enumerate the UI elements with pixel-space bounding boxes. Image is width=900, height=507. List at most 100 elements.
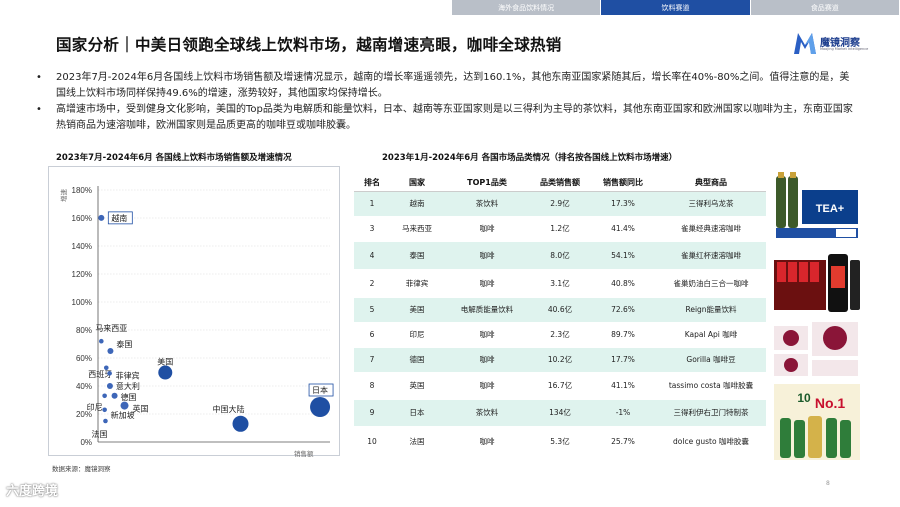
data-point [107, 348, 114, 354]
y-tick-label: 120% [72, 270, 92, 279]
cell-category-sales: 2.9亿 [550, 199, 570, 208]
table-row: 2 菲律宾 咖啡 3.1亿 40.8% 雀巢奶油白三合一咖啡 [354, 270, 766, 298]
svg-text:No.1: No.1 [815, 395, 846, 411]
cell-category-sales: 3.1亿 [550, 278, 570, 288]
cell-rank: 6 [369, 330, 375, 339]
point-label: 印尼 [87, 403, 103, 412]
data-point [102, 407, 107, 413]
cell-rank: 3 [369, 224, 375, 233]
data-point [106, 383, 113, 389]
tab-beverage-track[interactable]: 饮料赛道 [601, 0, 751, 15]
cell-top-category: 电解质能量饮料 [460, 305, 514, 314]
data-point [158, 365, 173, 380]
cell-typical-product: tassimo costa 咖啡胶囊 [668, 381, 754, 390]
point-label: 中国大陆 [213, 404, 245, 414]
cell-country: 德国 [409, 355, 425, 364]
table-row: 4 泰国 咖啡 8.0亿 54.1% 雀巢红杯速溶咖啡 [354, 242, 766, 270]
japanese-tea-bottles-image: 10 No.1 [774, 384, 860, 460]
header-category-sales: 品类销售额 [540, 178, 580, 187]
cell-category-sales: 5.3亿 [550, 437, 570, 446]
cell-sales-yoy: -1% [615, 408, 631, 417]
cell-country: 英国 [409, 381, 425, 390]
point-label-box [107, 211, 133, 225]
cell-sales-yoy: 17.3% [611, 199, 635, 208]
cell-sales-yoy: 41.4% [611, 224, 635, 233]
cell-country: 日本 [409, 408, 425, 417]
logo-brand-en: Moojing Market Intelligence [820, 47, 869, 51]
y-tick-label: 180% [72, 186, 92, 195]
cell-country: 菲律宾 [405, 278, 429, 288]
cell-typical-product: Reign能量饮料 [685, 305, 737, 314]
table-row: 8 英国 咖啡 16.7亿 41.1% tassimo costa 咖啡胶囊 [354, 373, 766, 400]
data-point [98, 214, 105, 221]
y-axis-label: 增速 [59, 189, 68, 203]
point-label: 美国 [157, 357, 173, 367]
data-point [99, 338, 104, 344]
cell-category-sales: 2.3亿 [550, 330, 570, 339]
cell-category-sales: 16.7亿 [547, 381, 573, 390]
table-header: 排名 国家 TOP1品类 品类销售额 销售额同比 典型商品 [354, 175, 766, 192]
cell-typical-product: 三得利伊右卫门特制茶 [673, 408, 749, 417]
tab-overseas-food-beverage[interactable]: 海外食品饮料情况 [452, 0, 602, 15]
cell-country: 印尼 [409, 330, 425, 339]
cell-typical-product: Kapal Api 咖啡 [684, 330, 738, 339]
page-title: 国家分析｜中美日领跑全球线上饮料市场，越南增速亮眼，咖啡全球热销 [56, 36, 562, 54]
point-label: 德国 [121, 392, 137, 402]
data-point [102, 393, 107, 399]
cell-sales-yoy: 25.7% [611, 437, 635, 446]
data-point [232, 415, 249, 432]
bullet-growth: 2023年7月-2024年6月各国线上饮料市场销售额及增速情况显示，越南的增长率… [36, 70, 856, 102]
cell-sales-yoy: 17.7% [611, 355, 635, 364]
table-row: 7 德国 咖啡 10.2亿 17.7% Gorilla 咖啡豆 [354, 348, 766, 373]
cell-rank: 10 [367, 437, 377, 446]
data-point [310, 397, 331, 417]
table-row: 6 印尼 咖啡 2.3亿 89.7% Kapal Api 咖啡 [354, 323, 766, 348]
cell-category-sales: 10.2亿 [547, 355, 573, 364]
y-tick-label: 60% [76, 354, 92, 363]
watermark: 六度跨境 [6, 484, 59, 499]
y-tick-label: 0% [80, 438, 92, 447]
cell-typical-product: 雀巢红杯速溶咖啡 [681, 250, 741, 260]
logo-brand-text: 魔镜洞察 [820, 38, 860, 49]
reign-energy-cans-image [774, 254, 860, 312]
cell-top-category: 咖啡 [479, 437, 495, 446]
cell-country: 越南 [409, 199, 425, 208]
header-top-category: TOP1品类 [467, 178, 507, 187]
point-label-box [308, 383, 334, 397]
cell-category-sales: 40.6亿 [547, 305, 573, 314]
point-label: 菲律宾 [116, 370, 140, 380]
tab-food-track[interactable]: 食品赛道 [750, 0, 900, 15]
header-sales-yoy: 销售额同比 [603, 178, 643, 187]
point-label: 日本 [312, 385, 328, 395]
point-label: 英国 [133, 404, 149, 414]
cell-typical-product: 雀巢奶油白三合一咖啡 [673, 278, 749, 288]
cell-rank: 8 [369, 381, 375, 390]
data-point [107, 371, 112, 376]
cell-top-category: 咖啡 [479, 278, 495, 288]
cell-sales-yoy: 41.1% [611, 381, 635, 390]
data-point [120, 401, 129, 410]
header-rank: 排名 [364, 178, 380, 187]
summary-bullets: 2023年7月-2024年6月各国线上饮料市场销售额及增速情况显示，越南的增长率… [36, 70, 856, 134]
cell-top-category: 咖啡 [479, 224, 495, 233]
header-country: 国家 [409, 178, 425, 187]
cell-category-sales: 134亿 [549, 408, 571, 417]
point-label: 西班牙 [88, 369, 112, 379]
x-axis-label: 销售额 [294, 449, 314, 458]
point-label: 马来西亚 [95, 324, 127, 333]
brand-logo: 魔镜洞察 Moojing Market Intelligence [792, 30, 892, 56]
table-title: 2023年1月-2024年6月 各国市场品类情况（排名按各国线上饮料市场增速） [382, 153, 678, 163]
cell-typical-product: dolce gusto 咖啡胶囊 [673, 437, 749, 446]
logo-m-icon [794, 33, 816, 54]
cell-rank: 4 [369, 250, 375, 260]
data-point [103, 365, 109, 371]
cell-typical-product: Gorilla 咖啡豆 [686, 355, 736, 364]
table-body: 1 越南 茶饮料 2.9亿 17.3% 三得利乌龙茶 3 马来西亚 咖啡 1.2亿 41.4% 雀巢经… [354, 192, 766, 458]
data-point [111, 392, 118, 399]
top-tab-bar: 海外食品饮料情况 饮料赛道 食品赛道 [452, 0, 900, 15]
data-point [103, 418, 108, 424]
cell-sales-yoy: 54.1% [611, 250, 635, 260]
cell-top-category: 茶饮料 [475, 199, 499, 208]
tea-plus-bottles-image: TEA+ [776, 172, 858, 238]
